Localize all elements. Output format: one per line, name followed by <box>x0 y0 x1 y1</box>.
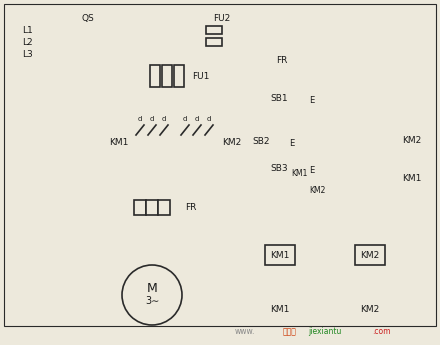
Text: KM2: KM2 <box>402 136 421 145</box>
Text: FU2: FU2 <box>213 13 231 22</box>
Text: www.: www. <box>235 327 255 336</box>
Text: L1: L1 <box>22 26 33 34</box>
Text: d: d <box>150 116 154 122</box>
Bar <box>162 65 172 87</box>
Text: 搭线图: 搭线图 <box>283 327 297 336</box>
Text: KM1: KM1 <box>270 250 290 259</box>
Text: KM2: KM2 <box>360 250 380 259</box>
Text: d: d <box>162 116 166 122</box>
Text: SB1: SB1 <box>270 93 288 102</box>
Text: .com: .com <box>372 327 390 336</box>
Text: KM1: KM1 <box>109 138 128 147</box>
Bar <box>265 245 295 265</box>
Text: d: d <box>138 116 142 122</box>
Text: E: E <box>289 138 294 148</box>
Text: SB2: SB2 <box>253 137 270 146</box>
Text: d: d <box>207 116 211 122</box>
Text: E: E <box>309 166 314 175</box>
Text: E: E <box>309 96 314 105</box>
Bar <box>158 200 170 215</box>
Text: FU1: FU1 <box>192 71 209 80</box>
Text: d: d <box>183 116 187 122</box>
Text: KM1: KM1 <box>291 168 308 177</box>
Text: jiexiantu: jiexiantu <box>308 327 342 336</box>
Bar <box>174 65 184 87</box>
Text: SB3: SB3 <box>270 164 288 172</box>
Bar <box>206 38 222 46</box>
Bar <box>146 200 158 215</box>
Text: KM1: KM1 <box>402 174 422 183</box>
Bar <box>355 245 385 265</box>
Bar <box>150 65 160 87</box>
Text: d: d <box>195 116 199 122</box>
Text: QS: QS <box>82 13 94 22</box>
Text: L3: L3 <box>22 49 33 59</box>
Text: 3∼: 3∼ <box>145 296 159 306</box>
Text: FR: FR <box>185 203 196 211</box>
Text: KM1: KM1 <box>270 306 290 315</box>
Text: M: M <box>147 282 158 295</box>
Text: KM2: KM2 <box>309 186 325 195</box>
Text: KM2: KM2 <box>222 138 241 147</box>
Bar <box>134 200 146 215</box>
Bar <box>206 26 222 34</box>
Text: KM2: KM2 <box>360 306 380 315</box>
Text: L2: L2 <box>22 38 33 47</box>
Text: FR: FR <box>277 56 288 65</box>
